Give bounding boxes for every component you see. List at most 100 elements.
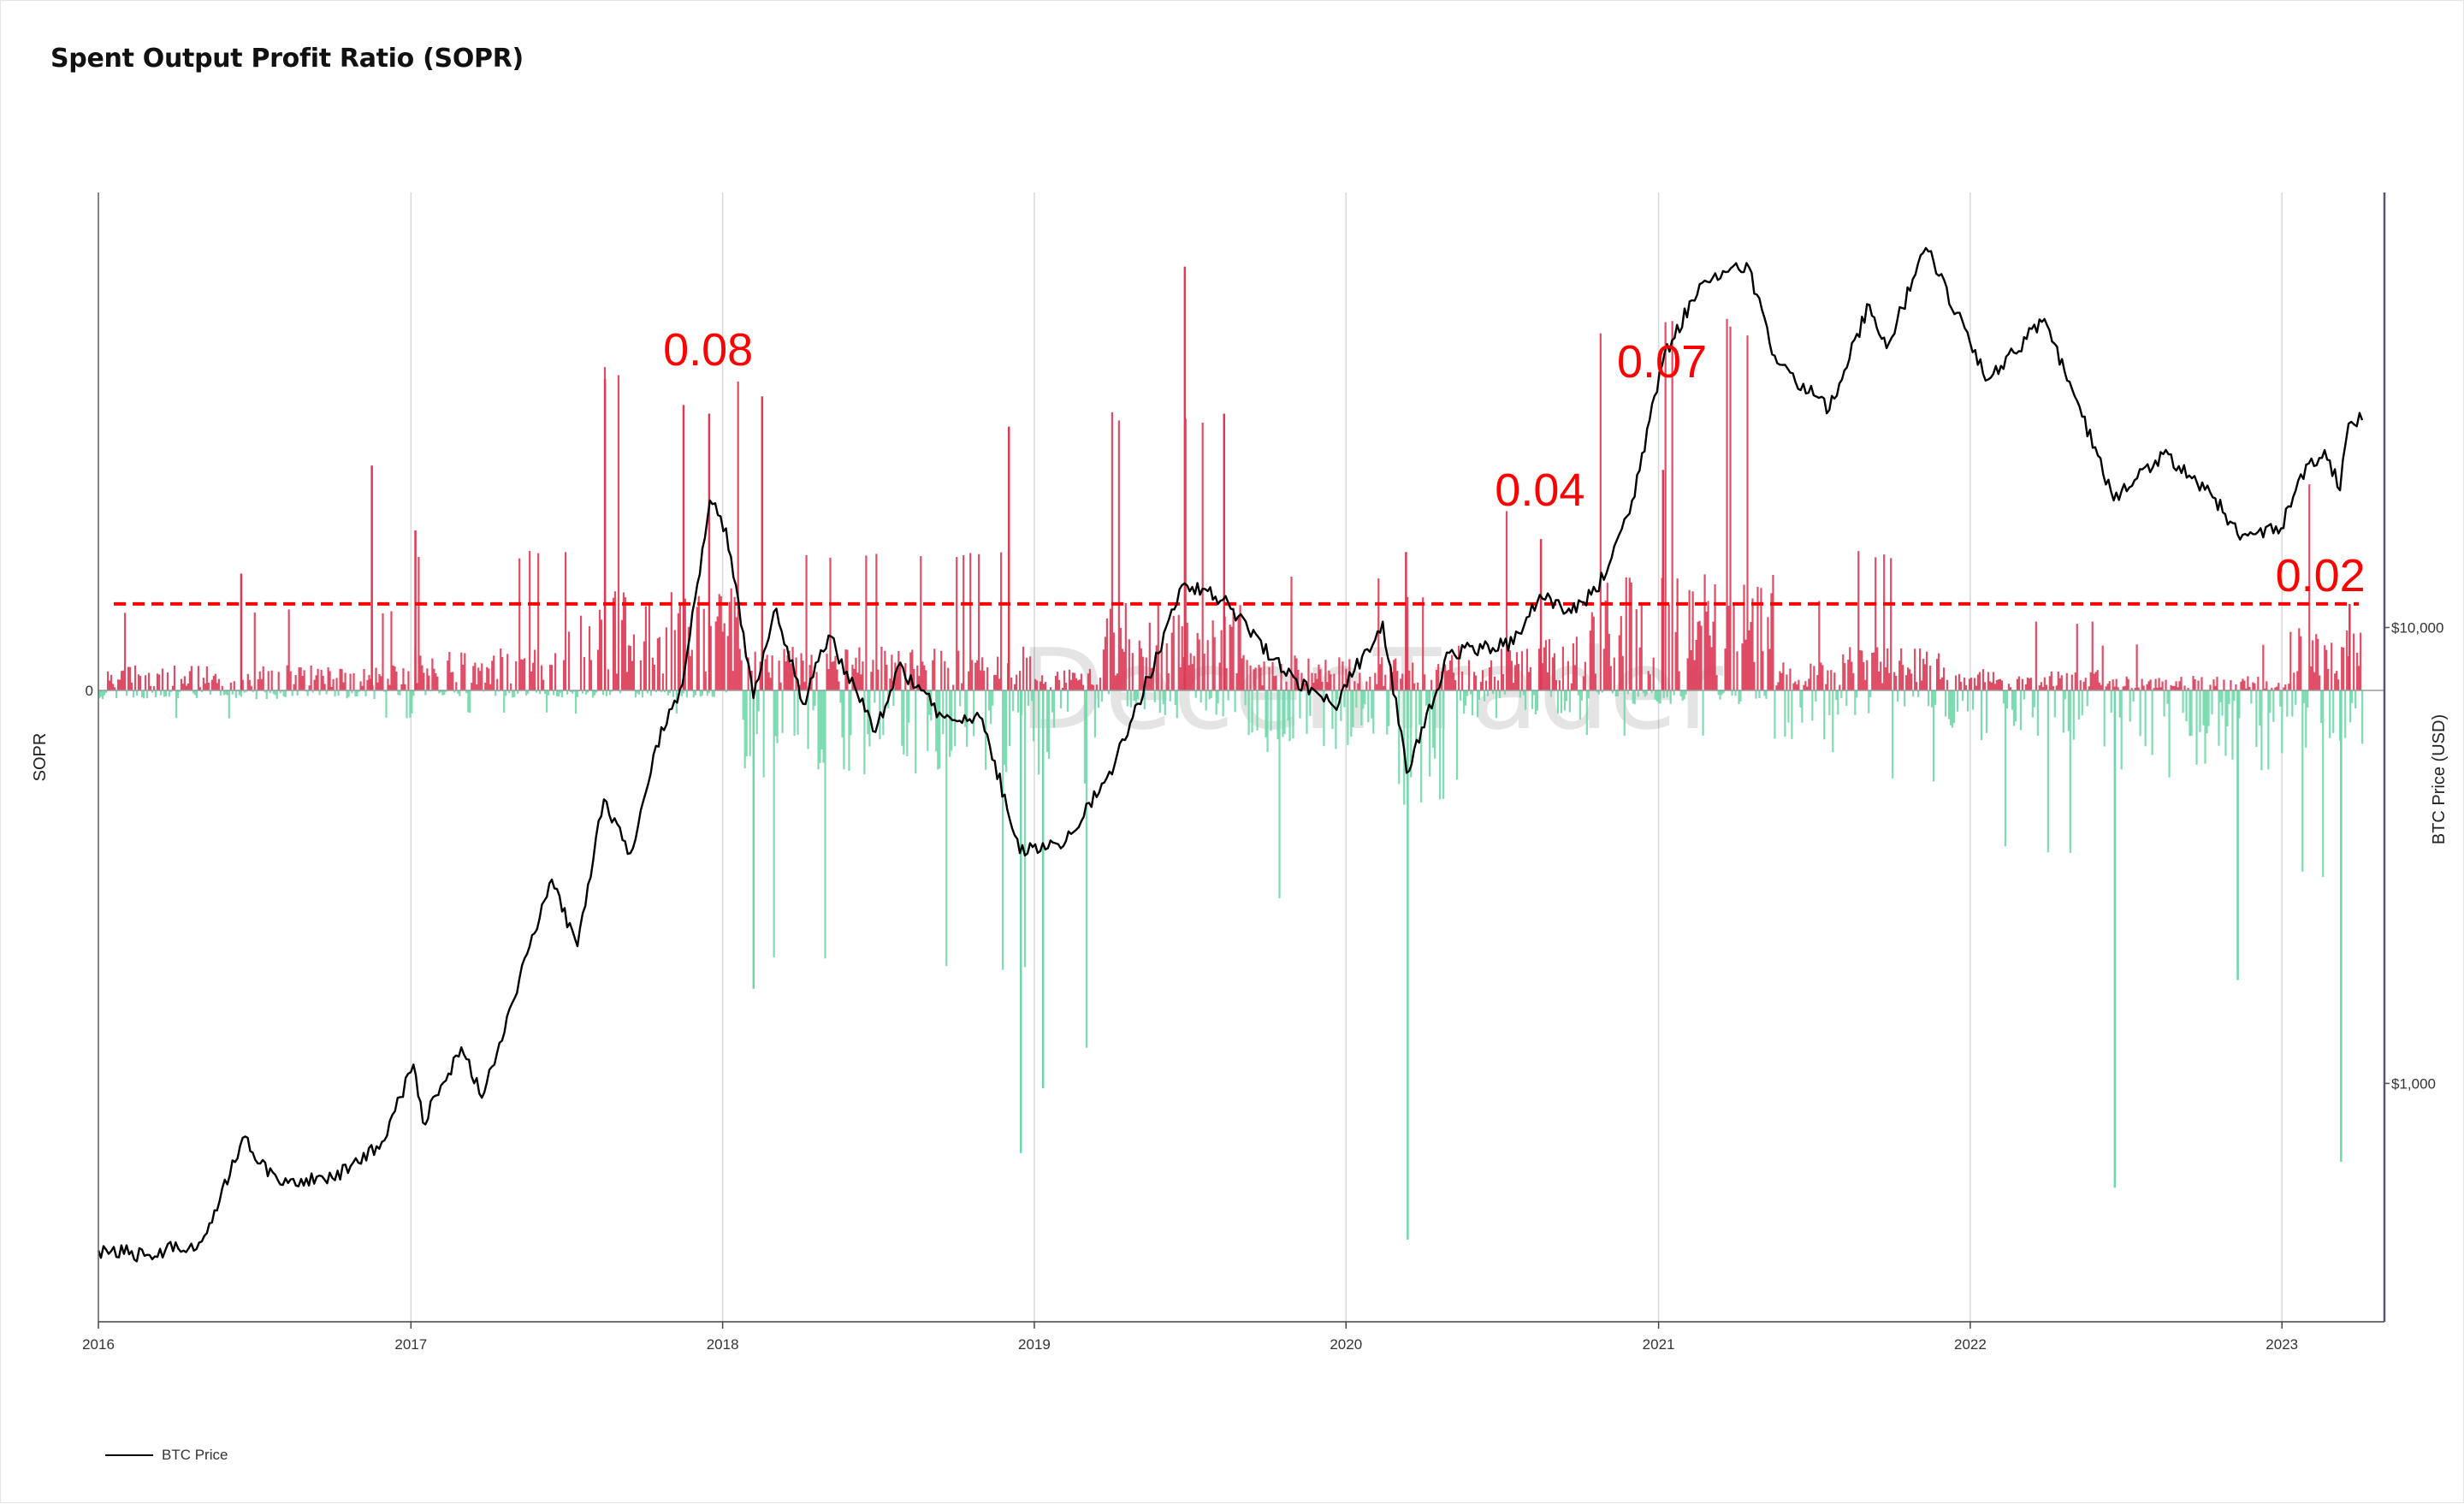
sopr-bar — [1427, 690, 1430, 711]
sopr-bar — [581, 690, 584, 694]
sopr-bar — [1649, 674, 1651, 690]
sopr-bar — [2153, 688, 2155, 690]
sopr-bar — [1763, 690, 1766, 696]
sopr-bar — [1956, 690, 1959, 712]
y-right-tick-label: $1,000 — [2391, 1075, 2436, 1092]
sopr-bar — [915, 690, 917, 774]
sopr-bar — [1705, 611, 1708, 690]
sopr-bar — [1476, 690, 1479, 718]
sopr-bar — [1371, 690, 1373, 719]
sopr-bar — [1186, 622, 1188, 690]
sopr-bar — [1032, 690, 1035, 742]
sopr-bar — [409, 690, 412, 718]
sopr-bar — [1582, 676, 1584, 690]
sopr-bar — [2341, 647, 2343, 690]
sopr-bar — [1786, 674, 1788, 690]
sopr-bar — [2202, 690, 2205, 725]
sopr-bar — [1422, 597, 1424, 690]
sopr-bar — [121, 670, 125, 690]
sopr-bar — [248, 679, 251, 690]
sopr-bar — [1239, 605, 1241, 690]
sopr-bar — [375, 667, 377, 690]
sopr-bar — [1276, 690, 1279, 740]
sopr-bar — [1170, 632, 1173, 690]
sopr-bar — [1560, 690, 1562, 714]
sopr-bar — [2079, 680, 2082, 690]
sopr-bar — [2151, 690, 2153, 755]
sopr-spike-bar — [240, 573, 243, 690]
sopr-bar — [1377, 578, 1380, 690]
sopr-bar — [793, 690, 796, 737]
sopr-bar — [797, 690, 799, 735]
sopr-bar — [1529, 666, 1532, 690]
sopr-bar — [1851, 661, 1853, 690]
sopr-bar — [1909, 669, 1911, 690]
sopr-bar — [889, 678, 891, 690]
sopr-bar — [532, 662, 535, 690]
sopr-bar — [1947, 690, 1951, 719]
sopr-bar — [1153, 690, 1156, 702]
sopr-bar — [591, 690, 595, 698]
sopr-bar — [250, 685, 252, 690]
sopr-bar — [224, 690, 227, 695]
x-tick-label-2020: 2020 — [1330, 1336, 1362, 1353]
sopr-bar — [1083, 690, 1087, 784]
sopr-bar — [1613, 657, 1615, 690]
sopr-bar — [382, 613, 384, 690]
annotation-label-0-08: 0.08 — [663, 324, 753, 376]
sopr-bar — [2272, 690, 2275, 722]
sopr-bar — [762, 690, 765, 778]
sopr-bar — [127, 666, 130, 690]
sopr-bar — [1937, 653, 1940, 690]
sopr-bar — [2317, 638, 2319, 690]
sopr-bar — [1217, 690, 1219, 704]
sopr-bar — [2106, 684, 2109, 690]
sopr-bar — [110, 674, 113, 690]
sopr-bar — [1830, 670, 1833, 690]
sopr-bar — [2269, 690, 2272, 714]
sopr-bar — [2344, 690, 2347, 738]
sopr-bar — [822, 690, 825, 763]
sopr-bar — [1544, 640, 1548, 690]
sopr-bar — [1372, 690, 1375, 734]
sopr-bar — [677, 613, 679, 690]
sopr-bar — [559, 690, 562, 693]
sopr-bar — [846, 649, 849, 690]
sopr-bar — [2298, 628, 2301, 690]
sopr-bar — [877, 669, 880, 690]
sopr-bar — [205, 666, 208, 690]
sopr-bar — [1311, 672, 1313, 690]
sopr-bar — [687, 626, 690, 690]
sopr-bar — [622, 592, 625, 690]
sopr-bar — [1527, 672, 1531, 690]
sopr-bar — [942, 690, 945, 734]
sopr-bar — [1520, 651, 1524, 690]
sopr-bar — [1755, 690, 1757, 699]
sopr-bar — [1792, 683, 1795, 690]
sopr-bar — [1481, 670, 1484, 690]
sopr-bar — [2242, 678, 2244, 690]
sopr-bar — [1666, 690, 1668, 697]
sopr-bar — [957, 650, 960, 690]
sopr-bar — [988, 690, 991, 711]
sopr-bar — [539, 690, 542, 695]
sopr-bar — [1543, 647, 1546, 690]
sopr-bar — [204, 683, 206, 690]
sopr-bar — [1507, 646, 1510, 690]
sopr-bar — [1100, 690, 1104, 702]
sopr-bar — [1483, 690, 1486, 702]
sopr-spike-bar — [370, 465, 373, 690]
sopr-bar — [1919, 648, 1922, 690]
sopr-bar — [2324, 645, 2326, 690]
sopr-bar — [103, 690, 106, 696]
sopr-bar — [274, 690, 276, 696]
sopr-bar — [1898, 660, 1901, 690]
sopr-bar — [921, 661, 924, 690]
sopr-dip-bar — [1041, 690, 1045, 1089]
sopr-bar — [1886, 648, 1889, 690]
sopr-bar — [1025, 657, 1028, 690]
sopr-bar — [1954, 675, 1958, 690]
sopr-bar — [1702, 690, 1704, 736]
sopr-bar — [2300, 636, 2302, 690]
